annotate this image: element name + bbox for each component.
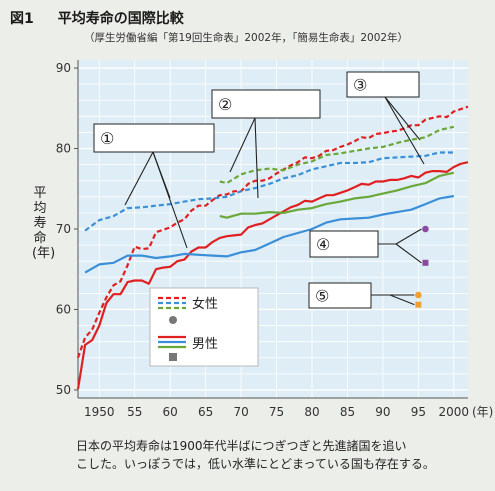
series-line-blue-dashed <box>84 151 454 232</box>
series-line-green-solid <box>219 171 455 219</box>
annotation-3-box <box>346 71 420 98</box>
figure-number: 図1 <box>10 11 34 27</box>
caption-line-2: こした。いっぽうでは，低い水準にとどまっている国も存在する。 <box>76 457 435 471</box>
annotation-1-label: ① <box>100 129 114 148</box>
annotation-3-pointer <box>384 96 421 141</box>
x-tick-label: 70 <box>233 405 248 419</box>
annotation-2-pointer <box>229 117 256 173</box>
marker-orange-square <box>415 301 422 308</box>
x-tick-label: 55 <box>127 405 142 419</box>
annotation-3-label: ③ <box>353 76 367 95</box>
series-line-blue-solid <box>84 194 454 274</box>
legend-female-label: 女性 <box>192 296 218 312</box>
x-tick-label: 80 <box>304 405 319 419</box>
y-tick-label: 50 <box>56 383 71 397</box>
annotation-5-pointer <box>389 294 415 306</box>
x-tick-label: 1950 <box>84 405 115 419</box>
y-tick-label: 80 <box>56 142 71 156</box>
annotation-2-pointer <box>254 117 259 199</box>
caption-line-1: 日本の平均寿命は1900年代半ばにつぎつぎと先進諸国を追い <box>76 439 407 453</box>
annotation-2-box <box>211 89 321 119</box>
y-tick-label: 90 <box>56 61 71 75</box>
series-line-green-dashed <box>219 125 455 185</box>
legend-male-label: 男性 <box>192 337 218 352</box>
y-tick-label: 70 <box>56 222 71 236</box>
annotation-1-box <box>93 123 215 153</box>
annotation-4-pointer <box>395 243 422 264</box>
series-line-japan-solid <box>76 161 469 390</box>
annotation-1-pointer <box>152 151 188 249</box>
x-tick-label: 2000 <box>439 405 470 419</box>
figure-source: （厚生労働省編「第19回生命表」2002年，「簡易生命表」2002年） <box>84 32 409 44</box>
annotation-5-box <box>308 282 372 309</box>
annotation-5-label: ⑤ <box>315 287 329 306</box>
annotation-4-pointer <box>395 228 422 245</box>
marker-purple-circle <box>422 225 429 233</box>
legend-box <box>149 287 259 367</box>
marker-purple-square <box>422 259 429 266</box>
x-axis-unit: (年) <box>472 405 493 419</box>
x-tick-label: 65 <box>198 405 213 419</box>
figure-title: 平均寿命の国際比較 <box>57 11 184 27</box>
x-tick-label: 95 <box>411 405 426 419</box>
figure-caption: 日本の平均寿命は1900年代半ばにつぎつぎと先進諸国を追い こした。いっぽうでは… <box>76 437 486 473</box>
annotation-2-label: ② <box>218 95 232 114</box>
marker-orange-circle <box>415 291 422 299</box>
x-tick-label: 90 <box>375 405 390 419</box>
y-tick-label: 60 <box>56 302 71 316</box>
annotation-3-pointer <box>384 96 425 165</box>
figure-title-row: 図1 平均寿命の国際比較 <box>10 8 184 28</box>
legend-female-marker <box>169 316 177 324</box>
x-tick-label: 60 <box>163 405 178 419</box>
legend-male-marker <box>169 353 177 361</box>
annotation-1-pointer <box>124 151 154 206</box>
x-tick-label: 75 <box>269 405 284 419</box>
x-tick-label: 85 <box>340 405 355 419</box>
annotation-4-label: ④ <box>316 235 330 254</box>
